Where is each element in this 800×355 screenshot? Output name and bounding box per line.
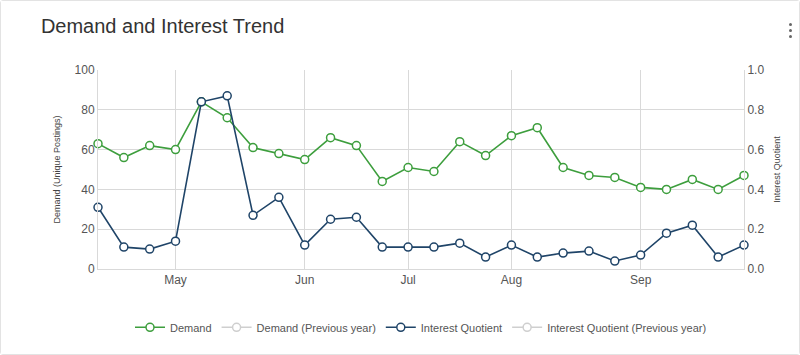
svg-text:Jul: Jul <box>400 273 415 287</box>
svg-text:Aug: Aug <box>501 273 522 287</box>
svg-text:60: 60 <box>81 143 95 157</box>
svg-text:0: 0 <box>88 262 95 276</box>
svg-text:Interest Quotient: Interest Quotient <box>421 322 502 334</box>
svg-text:Sep: Sep <box>630 273 652 287</box>
svg-text:Demand (Unique Postings): Demand (Unique Postings) <box>52 115 62 223</box>
svg-text:0.2: 0.2 <box>747 222 764 236</box>
svg-text:Demand: Demand <box>170 322 212 334</box>
svg-text:Jun: Jun <box>295 273 314 287</box>
svg-text:20: 20 <box>81 222 95 236</box>
svg-text:0.4: 0.4 <box>747 183 764 197</box>
svg-text:Interest Quotient: Interest Quotient <box>772 136 782 203</box>
svg-text:May: May <box>164 273 187 287</box>
svg-text:80: 80 <box>81 103 95 117</box>
svg-text:Demand and Interest Trend: Demand and Interest Trend <box>41 15 284 37</box>
svg-text:0.8: 0.8 <box>747 103 764 117</box>
svg-text:100: 100 <box>75 63 95 77</box>
svg-text:Interest Quotient (Previous ye: Interest Quotient (Previous year) <box>547 322 706 334</box>
svg-text:Demand (Previous year): Demand (Previous year) <box>257 322 376 334</box>
svg-text:1.0: 1.0 <box>747 63 764 77</box>
svg-text:0.6: 0.6 <box>747 143 764 157</box>
svg-text:0.0: 0.0 <box>747 262 764 276</box>
svg-text:40: 40 <box>81 183 95 197</box>
